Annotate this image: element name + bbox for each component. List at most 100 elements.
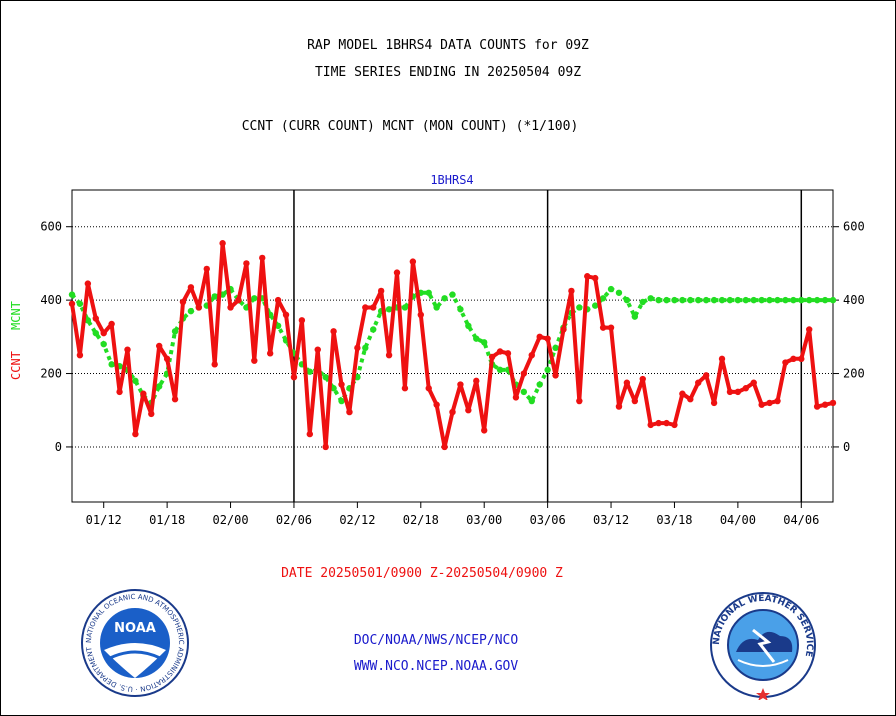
ccnt-point [734,388,742,396]
plot-area [71,189,834,503]
ccnt-point [290,374,298,381]
mcnt-point [702,296,710,304]
mcnt-point [536,381,543,388]
mcnt-point [750,296,757,304]
mcnt-point [433,304,440,311]
x-tick-label: 04/00 [720,513,756,527]
mcnt-point [647,295,654,302]
noaa-logo: NATIONAL OCEANIC AND ATMOSPHERIC ADMINIS… [80,588,189,697]
ccnt-point [235,296,242,304]
ccnt-point [243,260,250,267]
ccnt-point [187,284,195,291]
ccnt-point [782,359,789,366]
ccnt-point [259,254,266,262]
nws-logo: NATIONAL WEATHER SERVICE [710,592,816,700]
ccnt-point [599,324,607,331]
ccnt-point [465,407,472,414]
mcnt-point [615,289,623,296]
y-axis-right: 0 200 400 600 [833,220,865,454]
ccnt-point [631,397,639,405]
mcnt-point [370,326,377,333]
ccnt-point [528,351,535,359]
date-range: DATE 20250501/0900 Z-20250504/0900 Z [281,566,563,581]
ccnt-point [710,399,718,407]
mcnt-point [100,340,107,348]
ccnt-point [742,385,750,392]
mcnt-point [306,368,314,375]
ccnt-point [266,350,274,357]
mcnt-point [821,296,829,304]
ccnt-point [663,419,670,427]
website-link[interactable]: WWW.NCO.NCEP.NOAA.GOV [353,659,519,674]
ccnt-point [282,311,290,318]
ccnt-point [362,304,369,311]
mcnt-point [766,296,773,304]
mcnt-point [465,322,472,330]
y-tick-label: 600 [40,220,62,234]
mcnt-point [108,361,115,368]
x-tick-label: 03/06 [530,513,566,527]
ylabel-ccnt: CCNT [9,351,23,380]
chart-title-line3: CCNT (CURR COUNT) MCNT (MON COUNT) (*1/1… [241,119,579,134]
mcnt-point [544,366,551,374]
y-axis-label: CCNT MCNT [9,301,23,380]
x-tick-label: 04/06 [783,513,819,527]
ccnt-point [536,333,543,341]
ccnt-point [211,361,218,368]
ccnt-point [179,298,187,306]
mcnt-point [155,383,163,390]
ccnt-point [401,385,409,392]
y-tick-label: 400 [40,293,62,307]
mcnt-point [362,344,369,352]
mcnt-point [496,366,504,374]
mcnt-point [481,339,488,346]
mcnt-point [187,307,195,315]
ccnt-point [370,304,377,311]
x-tick-label: 02/12 [339,513,375,527]
mcnt-point [671,296,678,304]
ccnt-point [488,353,496,361]
ccnt-point [679,390,686,397]
mcnt-point [655,296,662,304]
ccnt-point [806,326,813,333]
mcnt-point [599,295,607,302]
ccnt-point [750,379,757,386]
ccnt-point [695,379,702,386]
mcnt-point [68,291,76,298]
org-link[interactable]: DOC/NOAA/NWS/NCEP/NCO [353,633,519,648]
mcnt-point [132,377,139,385]
ccnt-point [687,396,694,403]
mcnt-point [742,296,750,304]
ccnt-point [306,430,314,438]
mcnt-point [639,298,646,306]
ccnt-point [615,403,623,410]
ccnt-point [552,372,559,379]
ccnt-point [195,304,203,311]
ccnt-line [70,241,834,449]
ccnt-point [584,273,591,280]
ccnt-point [84,280,92,287]
mcnt-point [687,296,694,304]
ccnt-point [251,357,258,364]
ccnt-point [433,401,440,408]
mcnt-point [457,306,464,313]
x-tick-label: 03/18 [656,513,692,527]
mcnt-point [758,296,765,304]
series-ccnt [68,240,837,451]
ccnt-point [68,300,76,307]
ccnt-point [148,410,155,418]
x-axis: 01/12 01/18 02/00 02/06 02/12 02/18 03/00 03/06… [86,502,819,527]
star-icon [756,688,770,700]
ccnt-point [140,390,147,397]
x-tick-label: 03/12 [593,513,629,527]
ccnt-point [829,399,837,407]
mcnt-point [251,295,258,302]
mcnt-point [171,328,179,335]
ccnt-point [813,403,821,410]
mcnt-point [782,296,789,304]
ccnt-point [798,355,805,363]
ccnt-point [377,287,385,295]
ccnt-point [203,265,210,273]
mcnt-point [710,296,718,304]
mcnt-point [385,306,393,313]
